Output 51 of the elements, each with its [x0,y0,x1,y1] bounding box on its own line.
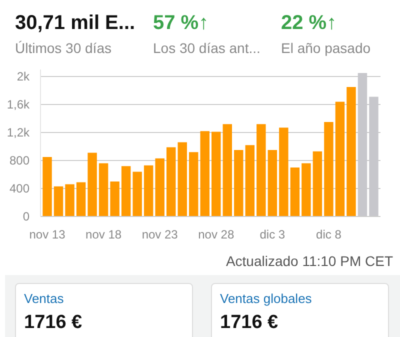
bar [234,150,244,216]
x-tick-label: nov 23 [142,228,178,242]
text: El año pasado [281,38,372,58]
x-tick-label: dic 3 [260,228,286,242]
bar [256,124,266,216]
bar [155,158,164,216]
x-tick-label: dic 8 [316,228,342,242]
bar [166,147,176,216]
bar [346,87,356,216]
bar [42,157,52,216]
bar [121,166,131,216]
x-tick-label: nov 18 [86,228,122,242]
bar [178,142,187,216]
bar [312,151,322,216]
x-tick-label: nov 13 [29,228,66,242]
text: 57 %↑ [153,11,210,36]
bar [245,145,255,216]
bar [54,186,64,216]
bar [324,122,334,216]
bar [268,150,278,216]
bar [188,152,198,216]
bar [302,163,311,216]
text: 1716 € [24,310,84,335]
text: 22 %↑ [281,11,338,36]
bar [88,152,97,216]
text: Los 30 días ant... [153,38,262,58]
bar [132,172,142,216]
bar [222,124,232,216]
bar [335,102,345,216]
text: Últimos 30 días [15,38,112,58]
text: Ventas globales [220,290,313,308]
text: Ventas [24,290,65,308]
bar [65,184,74,216]
bar [290,168,300,216]
text: 1716 € [220,310,280,335]
bar [110,182,120,216]
y-tick-label: 0 [22,210,30,224]
bar [212,132,221,216]
text: 30,71 mil E... [15,11,136,36]
y-tick-label: 2k [16,70,30,84]
y-tick-label: 1,2k [6,126,30,140]
x-tick-label: nov 28 [198,228,234,242]
bar [200,131,210,216]
bar [144,165,154,216]
bar [98,163,108,216]
bar [76,182,86,216]
bar [279,128,288,216]
text: Actualizado 11:10 PM CET [224,252,394,271]
y-tick-label: 800 [9,154,30,168]
y-tick-label: 1,6k [6,98,30,112]
y-tick-label: 400 [9,182,30,196]
